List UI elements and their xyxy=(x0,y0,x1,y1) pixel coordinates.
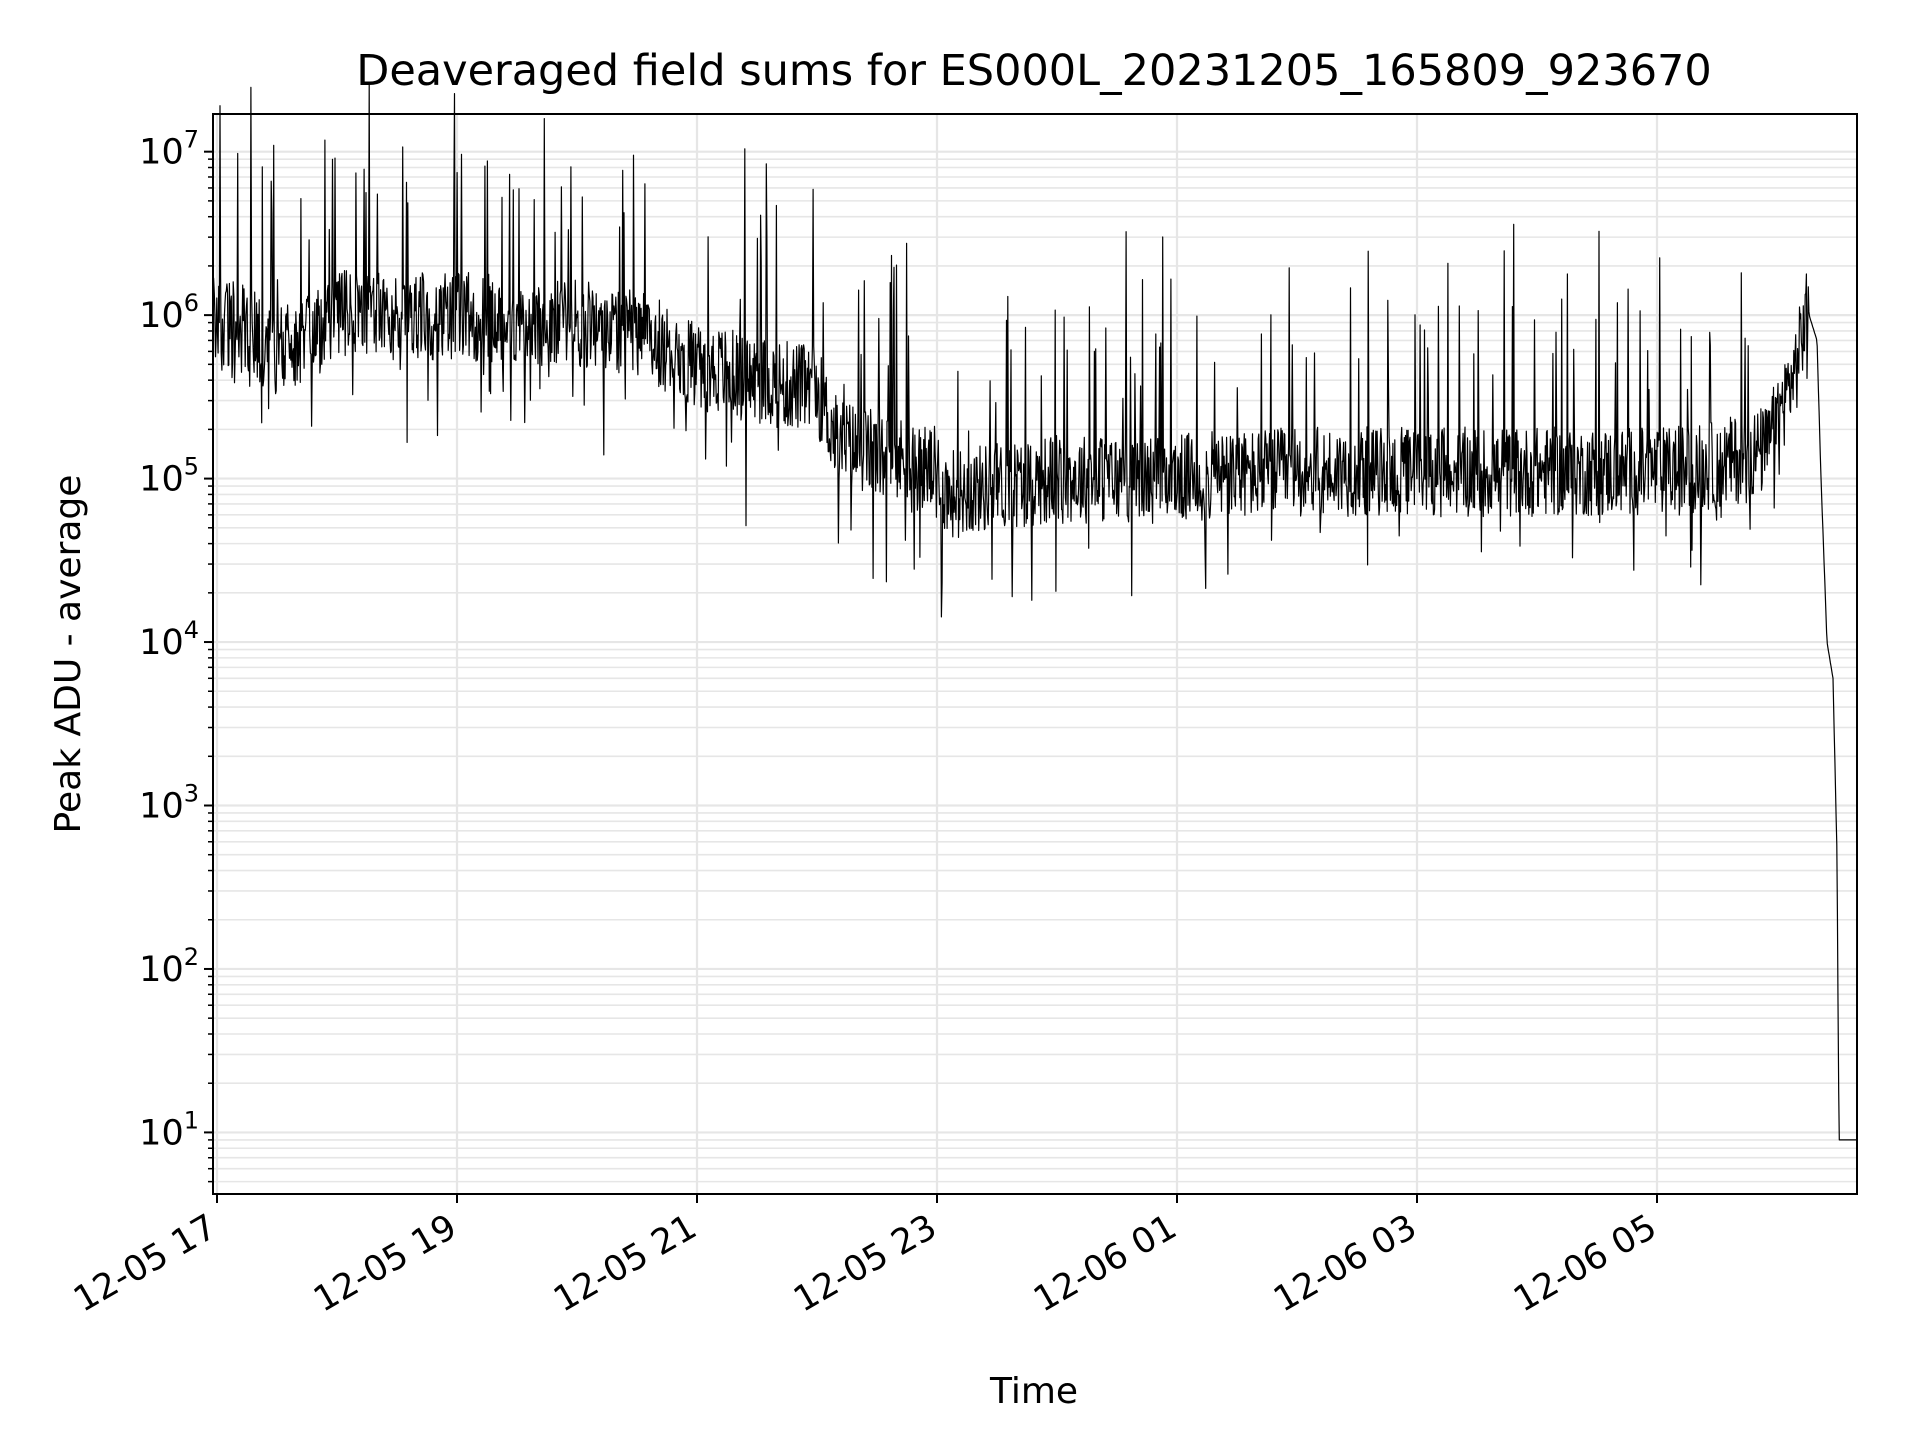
y-axis-label: Peak ADU - average xyxy=(48,475,89,834)
y-tick-label: 107 xyxy=(139,126,199,173)
y-tick-label: 101 xyxy=(139,1106,199,1153)
x-axis-label: Time xyxy=(989,1371,1078,1412)
data-series xyxy=(212,84,1857,1141)
y-tick-label: 103 xyxy=(139,780,199,827)
y-tick-label: 105 xyxy=(139,453,199,500)
y-tick-label: 102 xyxy=(139,943,199,990)
y-axis: 101 102 103 104 105 106 107 xyxy=(139,126,213,1183)
y-tick-label: 104 xyxy=(139,616,199,663)
plot-frame xyxy=(212,113,1858,1195)
y-tick-label: 106 xyxy=(139,289,199,336)
series-line xyxy=(212,84,1857,1141)
chart-title: Deaveraged field sums for ES000L_2023120… xyxy=(356,46,1712,96)
